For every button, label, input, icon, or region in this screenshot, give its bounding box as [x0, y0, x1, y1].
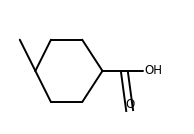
- Text: OH: OH: [145, 64, 163, 77]
- Text: O: O: [125, 98, 134, 111]
